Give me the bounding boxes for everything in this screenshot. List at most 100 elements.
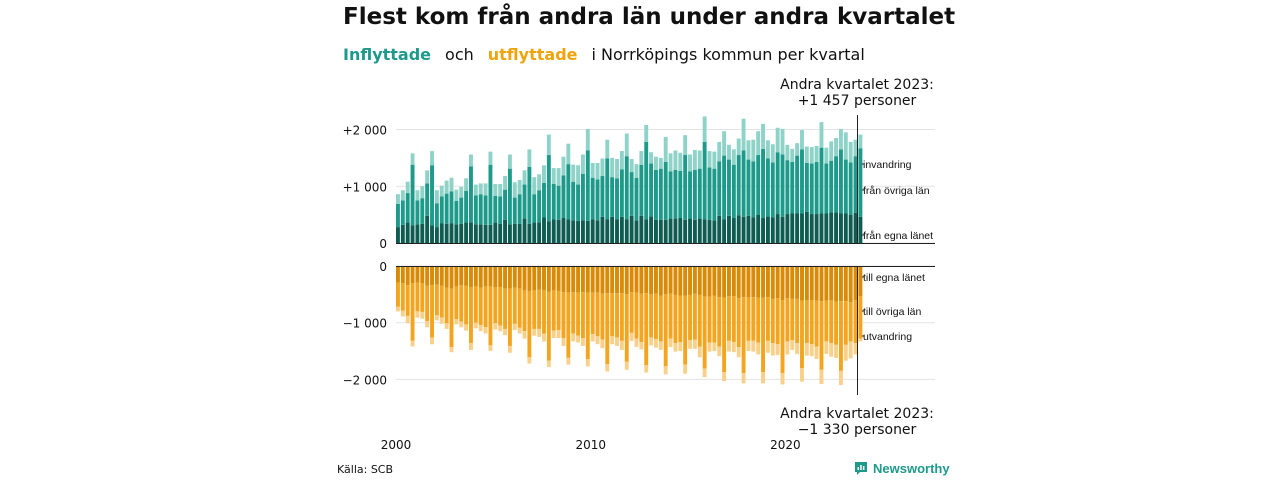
out-bar-own (415, 266, 420, 283)
out-bar-abroad (785, 341, 790, 355)
in-bar-own (556, 219, 561, 243)
out-bar-own (405, 266, 410, 286)
in-bar-other (454, 201, 459, 225)
in-bar-own (654, 219, 658, 243)
in-bar-own (454, 224, 459, 243)
in-bar-abroad (405, 181, 410, 194)
out-bar-other (775, 298, 780, 345)
in-bar-other (804, 162, 809, 212)
in-bar-other (727, 159, 731, 216)
out-bar-other (498, 286, 503, 326)
in-bar-abroad (537, 174, 542, 191)
out-bar-abroad (430, 337, 434, 345)
out-bar-abroad (814, 346, 819, 359)
out-bar-abroad (649, 337, 654, 346)
out-bar-other (829, 300, 834, 344)
in-bar-abroad (444, 180, 449, 194)
out-bar-abroad (615, 337, 619, 346)
out-bar-other (673, 294, 678, 344)
out-bar-other (668, 293, 673, 339)
in-bar-abroad (746, 140, 751, 160)
out-bar-other (551, 290, 556, 331)
in-bar-abroad (751, 139, 756, 162)
in-bar-abroad (775, 127, 780, 153)
out-bar-other (561, 292, 566, 339)
in-bar-abroad (634, 164, 639, 178)
out-bar-abroad (756, 342, 761, 355)
in-bar-own (649, 216, 654, 243)
legend-label-in: från egna länet (863, 230, 933, 242)
chart-subtitle: Inflyttade och utflyttade i Norrköpings kom… (343, 45, 865, 64)
in-bar-own (829, 212, 834, 243)
in-bar-own (532, 222, 537, 243)
axis-labels: 0 +1 000 +2 000 0 −1 000 −2 000 2000 2010 2020 (343, 124, 801, 453)
in-bar-own (464, 222, 469, 243)
in-bar-abroad (542, 165, 546, 183)
in-bar-own (410, 225, 415, 243)
out-bar-own (566, 266, 571, 293)
out-bar-other (434, 284, 439, 316)
in-bar-abroad (449, 177, 454, 192)
in-bar-abroad (649, 152, 654, 164)
in-bar-abroad (610, 157, 615, 178)
out-bar-other (848, 302, 853, 342)
in-bar-own (780, 216, 785, 243)
out-bar-abroad (800, 368, 804, 382)
out-bar-other (819, 301, 824, 370)
out-bar-abroad (780, 373, 785, 385)
out-bar-own (503, 266, 507, 289)
out-bar-other (576, 292, 581, 336)
in-bar-abroad (678, 152, 683, 171)
in-bar-other (634, 177, 639, 221)
out-bar-own (727, 266, 731, 297)
in-bar-abroad (619, 151, 624, 170)
out-bar-own (396, 266, 400, 283)
in-bar-abroad (576, 165, 581, 185)
out-bar-abroad (697, 346, 702, 358)
in-bar-own (420, 223, 425, 243)
out-bar-own (819, 266, 824, 302)
in-bar-other (663, 161, 668, 220)
in-bar-own (765, 216, 770, 243)
in-bar-own (814, 214, 819, 243)
out-bar-abroad (702, 368, 707, 378)
in-bar-abroad (824, 147, 829, 164)
out-bar-other (717, 297, 722, 347)
in-bar-own (619, 216, 624, 243)
out-bar-own (551, 266, 556, 291)
out-bar-abroad (551, 330, 556, 339)
out-bar-abroad (751, 340, 756, 352)
out-bar-own (400, 266, 405, 284)
in-bar-own (692, 219, 697, 243)
in-bar-abroad (556, 168, 561, 186)
out-bar-abroad (478, 324, 483, 332)
in-bar-abroad (707, 151, 712, 168)
in-bar-own (425, 215, 430, 243)
in-bar-other (673, 169, 678, 219)
in-bar-abroad (829, 141, 834, 161)
in-bar-abroad (546, 134, 551, 156)
out-bar-own (546, 266, 551, 292)
in-bar-abroad (654, 156, 658, 170)
in-bar-own (580, 220, 585, 243)
out-bar-other (800, 300, 804, 369)
out-bar-own (454, 266, 459, 287)
out-bar-other (639, 293, 644, 342)
in-bar-abroad (756, 131, 761, 156)
out-bar-other (780, 300, 785, 374)
in-bar-own (469, 222, 473, 243)
out-bar-abroad (595, 336, 600, 345)
out-bar-other (615, 293, 619, 338)
out-bar-own (517, 266, 522, 289)
in-bar-other (415, 200, 420, 225)
in-bar-own (800, 213, 804, 243)
in-bar-other (731, 164, 736, 219)
out-bar-other (400, 283, 405, 311)
in-bar-other (848, 162, 853, 215)
out-bar-other (396, 282, 400, 307)
in-bar-abroad (858, 134, 863, 149)
in-bar-own (473, 224, 478, 243)
subtitle-inflyttade: Inflyttade (343, 45, 432, 64)
out-bar-other (761, 297, 765, 373)
out-bar-abroad (639, 341, 644, 350)
